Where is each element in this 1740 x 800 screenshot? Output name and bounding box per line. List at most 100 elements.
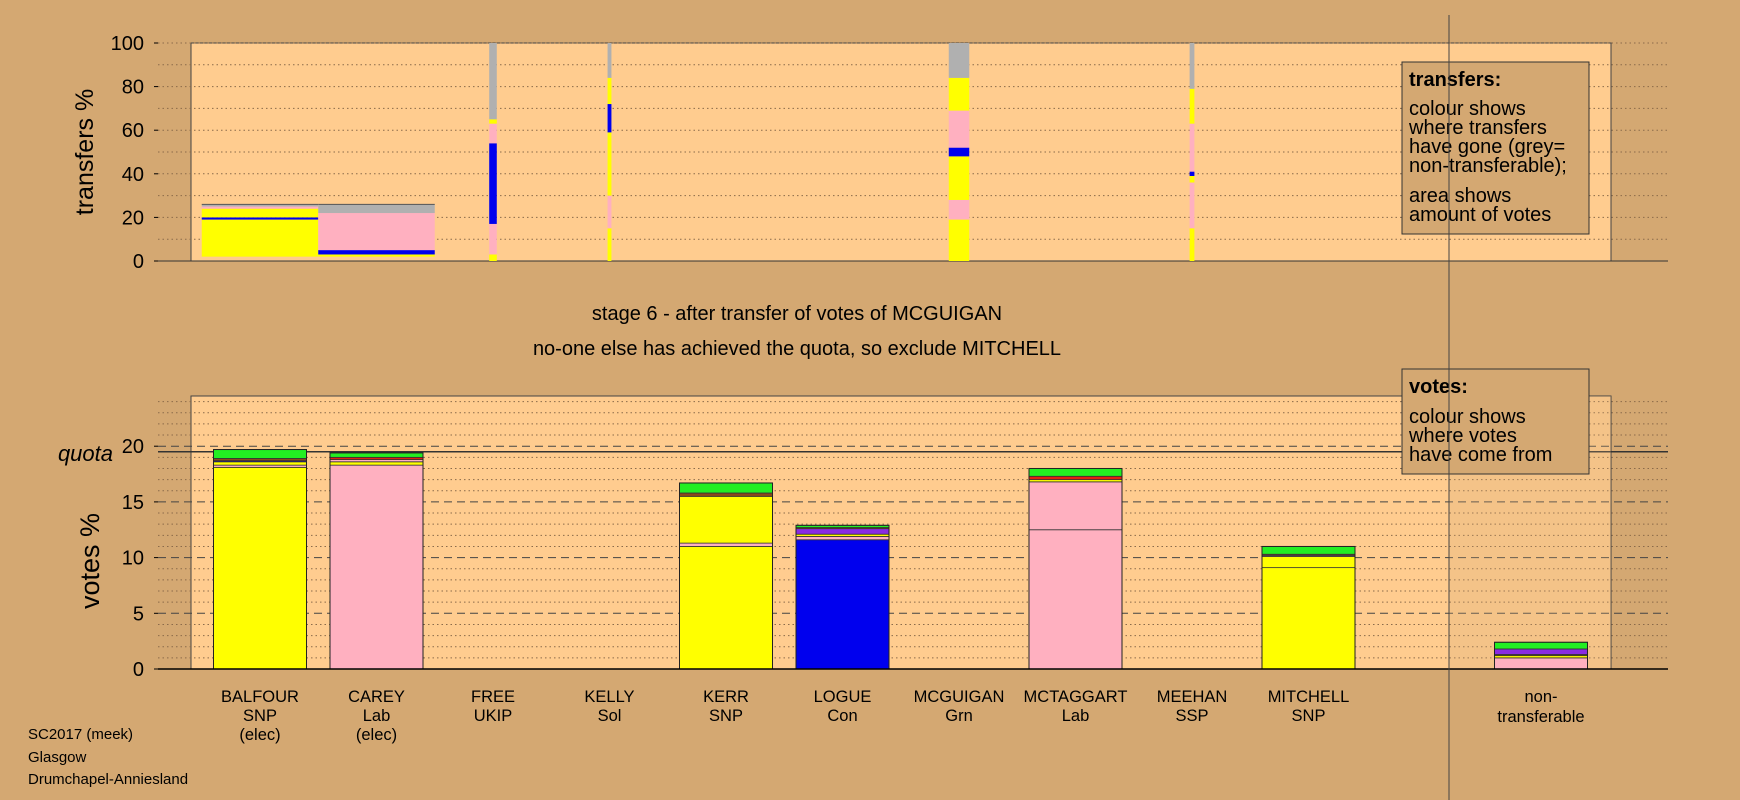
transfer-segment-meehan: [1189, 175, 1195, 183]
transfers-legend-line: have gone (grey=: [1409, 136, 1565, 158]
transfer-segment-balfour: [201, 208, 319, 218]
x-label-party: Con: [827, 707, 857, 725]
vote-segment-kerr: [679, 492, 773, 497]
vote-segment-logue: [795, 539, 890, 670]
transfer-segment-meehan: [1189, 228, 1195, 261]
votes-y-tick-label: 15: [122, 492, 144, 514]
votes-y-tick-label: 5: [133, 603, 144, 625]
transfer-segment-mcguigan: [948, 147, 970, 157]
vote-segment-logue: [795, 528, 890, 535]
vote-segment-carey: [329, 452, 424, 458]
transfer-segment-kelly: [607, 132, 612, 196]
votes-y-axis-label: votes %: [75, 513, 105, 609]
transfer-segment-free: [489, 223, 497, 255]
x-label-name: KELLY: [584, 688, 634, 706]
x-label-party: Lab: [1062, 707, 1090, 725]
transfer-segment-free: [489, 254, 497, 261]
transfer-segment-meehan: [1189, 171, 1195, 176]
transfer-segment-carey: [318, 250, 435, 255]
vote-segment-nontransferable: [1494, 657, 1588, 670]
quota-label: quota: [58, 441, 113, 466]
x-label-name: FREE: [471, 688, 515, 706]
x-label-name: non-: [1524, 688, 1557, 706]
votes-legend-title: votes:: [1409, 376, 1468, 398]
vote-segment-mitchell: [1261, 556, 1356, 569]
transfer-segment-kelly: [607, 104, 612, 133]
x-label-party: Grn: [945, 707, 973, 725]
transfer-segment-free: [489, 143, 497, 224]
transfer-segment-mcguigan: [948, 156, 970, 200]
vote-segment-nontransferable: [1494, 641, 1588, 650]
x-label-party: Sol: [598, 707, 622, 725]
transfer-segment-kelly: [607, 228, 612, 261]
vote-segment-carey: [329, 461, 424, 466]
x-label-party: SSP: [1175, 707, 1208, 725]
transfer-segment-free: [489, 119, 497, 124]
transfer-segment-balfour: [201, 206, 319, 209]
transfers-y-axis-label: transfers %: [71, 89, 99, 215]
transfer-segment-mcguigan: [948, 43, 970, 78]
votes-y-tick-label: 20: [122, 436, 144, 458]
transfer-segment-carey: [318, 213, 435, 251]
x-label-name: KERR: [703, 688, 749, 706]
transfer-segment-mcguigan: [948, 110, 970, 148]
stage-text: stage 6 - after transfer of votes of MCG…: [592, 303, 1002, 325]
x-label-note: (elec): [356, 726, 397, 744]
transfers-y-tick-label: 80: [122, 77, 144, 99]
transfer-segment-free: [489, 123, 497, 144]
transfer-segment-kelly: [607, 195, 612, 229]
votes-y-tick-label: 0: [133, 659, 144, 681]
transfer-segment-meehan: [1189, 88, 1195, 124]
votes-panel-bg: [190, 395, 1612, 670]
transfers-y-tick-label: 100: [111, 33, 144, 55]
vote-segment-mctaggart: [1028, 468, 1123, 477]
transfer-segment-mcguigan: [948, 77, 970, 111]
vote-segment-kerr: [679, 542, 773, 547]
x-label-party: SNP: [1292, 707, 1326, 725]
transfers-legend-line: amount of votes: [1409, 204, 1551, 226]
vote-segment-balfour: [213, 449, 307, 459]
footer-ward: Drumchapel-Anniesland: [28, 771, 189, 788]
x-label-party: UKIP: [474, 707, 513, 725]
transfer-segment-meehan: [1189, 43, 1195, 89]
transfer-segment-carey: [318, 254, 435, 257]
vote-segment-balfour: [213, 466, 307, 670]
x-label-name: LOGUE: [814, 688, 872, 706]
vote-segment-mctaggart: [1028, 481, 1123, 531]
vote-segment-nontransferable: [1494, 648, 1588, 655]
votes-legend-line: where votes: [1408, 425, 1517, 447]
x-label-name: MITCHELL: [1268, 688, 1350, 706]
votes-legend-box: [1401, 368, 1590, 475]
vote-segment-mitchell: [1261, 567, 1356, 670]
vote-segment-carey: [329, 464, 424, 670]
vote-segment-mitchell: [1261, 546, 1356, 555]
x-label-name: CAREY: [348, 688, 405, 706]
vote-segment-kerr: [679, 495, 773, 544]
footer-election: SC2017 (meek): [28, 726, 134, 743]
transfers-legend-line: non-transferable);: [1409, 155, 1567, 177]
transfer-segment-mcguigan: [948, 219, 970, 261]
footer: SC2017 (meek) Glasgow Drumchapel-Anniesl…: [28, 724, 188, 792]
transfers-legend-box: [1401, 61, 1590, 235]
transfers-y-tick-label: 20: [122, 207, 144, 229]
vote-segment-mctaggart: [1028, 475, 1123, 481]
transfer-segment-kelly: [607, 43, 612, 78]
vote-segment-mctaggart: [1028, 529, 1123, 670]
x-label-name: transferable: [1497, 708, 1584, 726]
transfer-segment-kelly: [607, 77, 612, 105]
transfers-y-tick-label: 40: [122, 164, 144, 186]
transfers-legend-line: colour shows: [1409, 98, 1526, 120]
x-label-name: MCGUIGAN: [914, 688, 1005, 706]
votes-y-tick-label: 10: [122, 548, 144, 570]
action-text: no-one else has achieved the quota, so e…: [533, 338, 1061, 360]
x-label-party: Lab: [363, 707, 391, 725]
transfer-segment-balfour: [201, 204, 319, 207]
x-label-name: BALFOUR: [221, 688, 299, 706]
transfers-legend-line: area shows: [1409, 185, 1511, 207]
transfer-segment-mcguigan: [948, 199, 970, 220]
transfer-segment-balfour: [201, 217, 319, 220]
transfers-y-tick-label: 60: [122, 120, 144, 142]
transfer-segment-meehan: [1189, 182, 1195, 229]
footer-council: Glasgow: [28, 748, 87, 766]
